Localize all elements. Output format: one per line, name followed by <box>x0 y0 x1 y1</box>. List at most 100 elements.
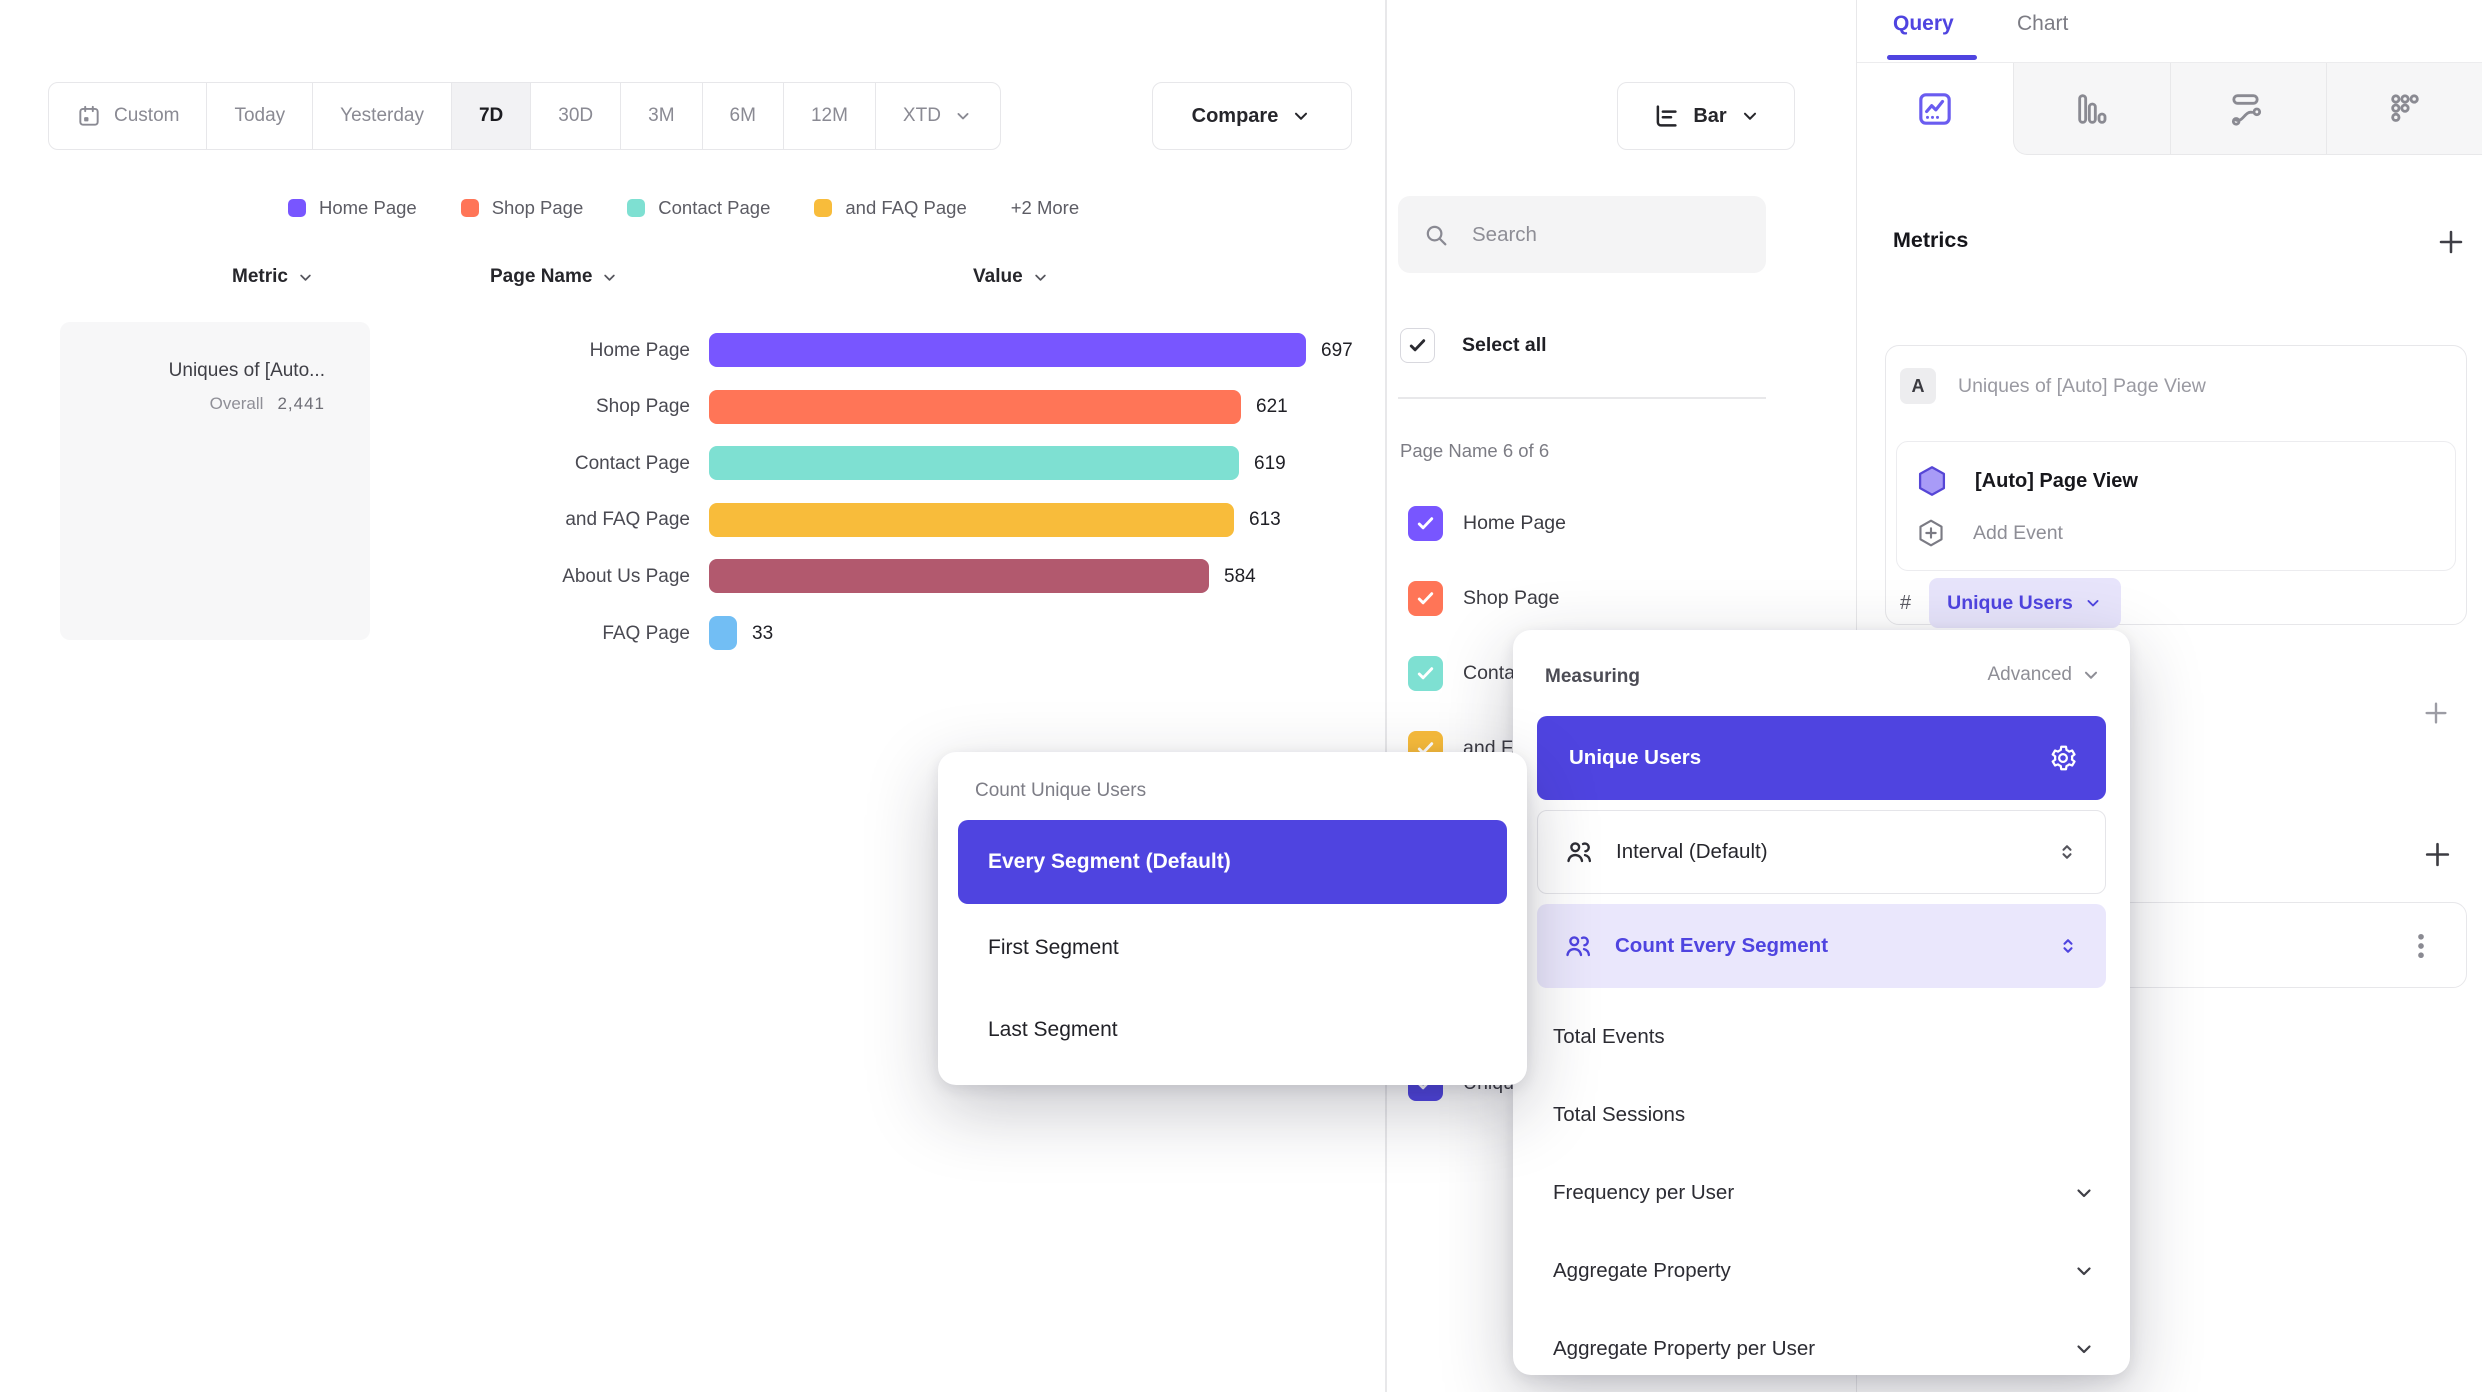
metric-card-title: Uniques of [Auto] Page View <box>1958 374 2206 397</box>
segment-option[interactable]: Last Segment <box>988 1018 1118 1041</box>
legend-item[interactable]: Shop Page <box>460 197 584 219</box>
tab-query[interactable]: Query <box>1893 12 1954 35</box>
legend-swatch <box>627 199 646 217</box>
column-header-metric[interactable]: Metric <box>232 266 315 288</box>
segment-selector[interactable]: Count Every Segment <box>1537 904 2106 988</box>
filter-checkbox[interactable] <box>1408 656 1443 691</box>
filter-checkbox[interactable] <box>1408 581 1443 616</box>
search-icon <box>1422 221 1450 249</box>
compare-label: Compare <box>1191 104 1279 127</box>
add-event-icon <box>1915 517 1947 549</box>
search-input[interactable]: Search <box>1398 196 1766 273</box>
report-tab-funnel[interactable] <box>2012 63 2170 155</box>
date-range-yesterday[interactable]: Yesterday <box>312 83 451 149</box>
legend-more[interactable]: +2 More <box>1010 197 1080 218</box>
legend-swatch <box>460 199 479 217</box>
date-range-custom[interactable]: Custom <box>49 83 206 149</box>
search-placeholder: Search <box>1472 222 1537 246</box>
legend-label: Contact Page <box>658 197 771 218</box>
date-range-label: 7D <box>478 105 504 126</box>
add-metric-icon[interactable] <box>2435 226 2467 258</box>
report-tab-insights[interactable] <box>1857 63 2013 155</box>
chevron-down-icon <box>2080 664 2102 686</box>
legend-swatch <box>288 199 306 217</box>
chevron-down-icon <box>1031 268 1050 287</box>
column-header-page-name[interactable]: Page Name <box>490 266 619 288</box>
segment-dropdown-title: Count Unique Users <box>975 780 1147 801</box>
filter-item[interactable]: Home Page <box>1408 486 1594 561</box>
filter-item-label: Shop Page <box>1463 587 1560 609</box>
measuring-option-selected[interactable]: Unique Users <box>1537 716 2106 800</box>
tab-chart[interactable]: Chart <box>2017 12 2069 35</box>
bar-segment[interactable] <box>709 446 1239 481</box>
add-breakdown-icon[interactable] <box>2421 838 2454 871</box>
report-type-strip <box>1857 62 2482 155</box>
bar-category-label: Shop Page <box>595 396 690 418</box>
bar-segment[interactable] <box>709 333 1306 367</box>
check-icon <box>1414 512 1437 535</box>
legend-label: and FAQ Page <box>845 197 967 218</box>
date-range-label: XTD <box>902 105 941 126</box>
date-range-7d[interactable]: 7D <box>450 83 531 149</box>
compare-button[interactable]: Compare <box>1152 82 1352 150</box>
date-range-today[interactable]: Today <box>206 83 312 149</box>
bar-category-label: and FAQ Page <box>565 509 690 531</box>
select-all-row[interactable]: Select all <box>1400 328 1547 363</box>
chart-legend: Home Page Shop Page Contact Page and FAQ Pa… <box>288 197 1079 219</box>
select-all-checkbox[interactable] <box>1400 328 1435 363</box>
chart-type-button[interactable]: Bar <box>1617 82 1795 150</box>
chevron-down-icon <box>1290 105 1312 127</box>
measuring-option-label: Total Events <box>1553 1025 1665 1048</box>
interval-selector[interactable]: Interval (Default) <box>1537 810 2106 894</box>
measuring-option[interactable]: Total Events <box>1513 998 2130 1076</box>
measuring-option[interactable]: Frequency per User <box>1513 1154 2130 1232</box>
bar-category-label: About Us Page <box>562 565 690 587</box>
list-divider <box>1398 397 1766 399</box>
metric-summary-title: Uniques of [Auto... <box>168 360 325 381</box>
date-range-6m[interactable]: 6M <box>701 83 783 149</box>
date-range-xtd[interactable]: XTD <box>874 83 1000 149</box>
event-row[interactable]: [Auto] Page View <box>1915 456 2138 506</box>
kebab-menu-icon[interactable] <box>2404 929 2438 963</box>
bar-row: Home Page 697 <box>0 322 1385 379</box>
bar-category-label: Contact Page <box>574 452 690 474</box>
add-event-row[interactable]: Add Event <box>1915 508 2063 558</box>
bar-segment[interactable] <box>709 616 737 650</box>
bar-value: 33 <box>752 622 774 644</box>
bar-segment[interactable] <box>709 389 1241 424</box>
bar-category-label: FAQ Page <box>602 622 690 644</box>
filter-item[interactable]: Shop Page <box>1408 561 1594 636</box>
people-icon <box>1563 931 1593 961</box>
report-tab-flows[interactable] <box>2169 63 2327 155</box>
add-filter-icon[interactable] <box>2421 698 2451 728</box>
date-range-12m[interactable]: 12M <box>782 83 875 149</box>
measuring-option[interactable]: Total Sessions <box>1513 1076 2130 1154</box>
legend-label: Shop Page <box>491 197 584 218</box>
select-all-label: Select all <box>1462 334 1547 356</box>
gear-icon[interactable] <box>2048 743 2078 773</box>
segment-dropdown: Count Unique Users Every Segment (Defaul… <box>938 752 1527 1085</box>
measuring-option[interactable]: Aggregate Property per User <box>1513 1310 2130 1388</box>
advanced-toggle[interactable]: Advanced <box>1987 664 2102 686</box>
segment-option[interactable]: First Segment <box>988 936 1119 959</box>
legend-item[interactable]: Contact Page <box>627 197 770 219</box>
bar-value: 613 <box>1249 509 1281 531</box>
bar-value: 697 <box>1321 339 1353 361</box>
bar-row: and FAQ Page 613 <box>0 492 1385 549</box>
metric-summary-cell[interactable]: Uniques of [Auto... Overall 2,441 <box>60 322 370 640</box>
legend-swatch <box>814 199 833 217</box>
report-tab-retention[interactable] <box>2326 63 2482 155</box>
date-range-3m[interactable]: 3M <box>620 83 701 149</box>
date-range-label: 30D <box>558 105 594 126</box>
filter-checkbox[interactable] <box>1408 506 1443 541</box>
bar-segment[interactable] <box>709 559 1209 594</box>
column-header-value[interactable]: Value <box>973 266 1050 288</box>
measuring-option[interactable]: Aggregate Property <box>1513 1232 2130 1310</box>
legend-item[interactable]: and FAQ Page <box>814 197 967 219</box>
date-range-30d[interactable]: 30D <box>530 83 620 149</box>
legend-item[interactable]: Home Page <box>288 197 417 219</box>
aggregation-dropdown[interactable]: Unique Users <box>1929 578 2121 628</box>
segment-option-selected[interactable]: Every Segment (Default) <box>958 820 1507 904</box>
filter-item-label: Home Page <box>1463 512 1566 534</box>
bar-segment[interactable] <box>709 502 1234 537</box>
